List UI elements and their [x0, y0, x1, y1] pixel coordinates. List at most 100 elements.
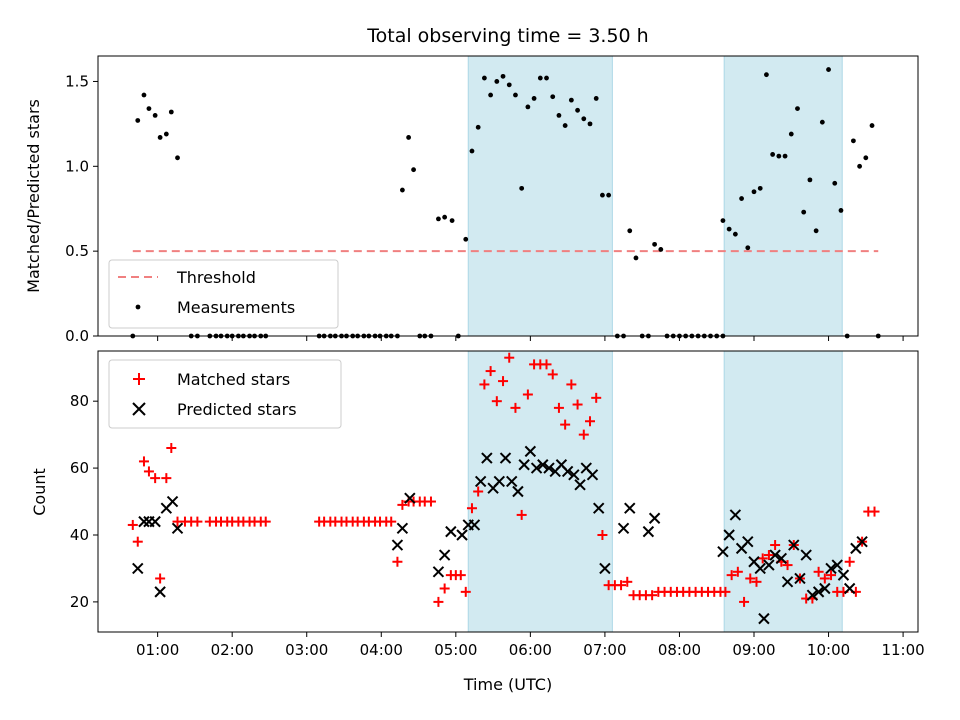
predicted-stars-point [493, 475, 506, 488]
predicted-stars-point [781, 576, 794, 588]
measurement-point [531, 96, 537, 101]
predicted-stars-point [171, 522, 184, 535]
y-tick-label: 80 [70, 392, 89, 410]
measurement-point [869, 123, 875, 128]
shaded-interval-1 [723, 55, 843, 337]
measurement-point [562, 123, 568, 128]
predicted-stars-point [438, 549, 451, 561]
y-tick-label: 20 [70, 593, 89, 611]
matched-stars-point [433, 596, 444, 607]
measurement-point [141, 92, 147, 98]
x-tick-label: 03:00 [285, 641, 328, 659]
measurement-point [168, 109, 174, 115]
top-legend: Threshold Measurements [108, 259, 339, 329]
matched-stars-point [138, 456, 149, 467]
measurement-point [146, 106, 152, 112]
measurement-point [720, 218, 726, 224]
matched-stars-point [566, 379, 577, 390]
matched-stars-point [763, 550, 774, 561]
predicted-stars-point [506, 475, 518, 488]
matched-stars-point [397, 499, 408, 510]
measurement-point [764, 72, 769, 78]
y-tick-label: 1.0 [65, 157, 89, 175]
matched-stars-point [132, 536, 143, 547]
matched-stars-point [732, 566, 743, 577]
measurement-point [157, 135, 163, 140]
matched-stars-point [745, 573, 756, 584]
matched-stars-point [553, 402, 564, 413]
predicted-stars-point [524, 445, 537, 458]
matched-stars-point [647, 590, 658, 601]
predicted-stars-point [763, 559, 775, 571]
predicted-stars-point [788, 539, 800, 551]
measurement-point [627, 228, 633, 234]
legend-measurements-marker [135, 304, 141, 310]
predicted-stars-point [642, 525, 655, 538]
predicted-stars-point [396, 522, 409, 535]
x-tick-label: 06:00 [509, 641, 552, 659]
measurement-point [600, 192, 605, 198]
measurement-point [807, 177, 813, 183]
matched-stars-point [819, 573, 830, 584]
measurement-point [782, 153, 788, 159]
matched-stars-point [869, 506, 880, 517]
matched-stars-point [751, 576, 762, 587]
matched-stars-point [386, 516, 397, 527]
measurement-point [175, 155, 180, 161]
matched-stars-point [485, 366, 496, 377]
measurement-point [581, 116, 587, 122]
bottom-x-ticks: 01:00 02:00 03:00 04:00 05:00 06:00 07:00 08:00… [136, 632, 925, 659]
matched-stars-point [826, 570, 837, 581]
matched-stars-point [572, 399, 583, 410]
matched-stars-point [155, 573, 166, 584]
predicted-stars-point [825, 562, 837, 575]
matched-stars-point [622, 576, 633, 587]
matched-stars-point [260, 516, 271, 527]
y-tick-label: 0.0 [65, 327, 89, 345]
x-tick-label: 05:00 [434, 641, 477, 659]
measurement-point [568, 97, 574, 103]
measurement-point [832, 180, 838, 186]
predicted-stars-point [481, 452, 493, 464]
legend-predicted-label: Predicted stars [177, 400, 297, 419]
matched-stars-point [498, 376, 509, 387]
measurement-point [795, 106, 800, 112]
x-tick-label: 08:00 [658, 641, 701, 659]
predicted-stars-point [512, 485, 524, 498]
predicted-stars-point [837, 569, 850, 581]
measurement-point [801, 209, 807, 215]
matched-stars-point [460, 586, 471, 597]
predicted-stars-point [391, 539, 404, 551]
matched-stars-point [720, 586, 731, 597]
matched-stars-point [560, 419, 571, 430]
predicted-stars-point [474, 475, 487, 488]
measurement-point [732, 231, 738, 237]
x-tick-label: 04:00 [360, 641, 403, 659]
predicted-stars-point [831, 559, 843, 571]
measurement-point [488, 92, 494, 98]
matched-stars-point [739, 596, 750, 607]
measurement-point [163, 131, 169, 137]
matched-stars-point [585, 416, 595, 427]
predicted-stars-point [812, 586, 825, 598]
bottom-legend-box [108, 359, 342, 429]
measurement-point [544, 75, 549, 81]
measurement-point [757, 185, 763, 191]
predicted-stars-point [758, 612, 770, 625]
measurement-point [556, 112, 562, 118]
bottom-y-ticks: 20 40 60 80 [70, 392, 98, 611]
predicted-stars-point [729, 509, 742, 521]
predicted-stars-point [723, 529, 735, 541]
predicted-stars-point [138, 515, 150, 528]
x-tick-label: 02:00 [211, 641, 254, 659]
bottom-y-axis-label: Count [30, 468, 49, 516]
predicted-stars-point [800, 549, 812, 561]
measurement-point [776, 153, 782, 159]
legend-matched-label: Matched stars [177, 370, 290, 389]
predicted-stars-point [568, 469, 580, 481]
measurement-point [411, 167, 416, 173]
predicted-stars-point [404, 492, 416, 504]
legend-matched-marker [133, 373, 145, 385]
measurement-point [436, 216, 441, 222]
